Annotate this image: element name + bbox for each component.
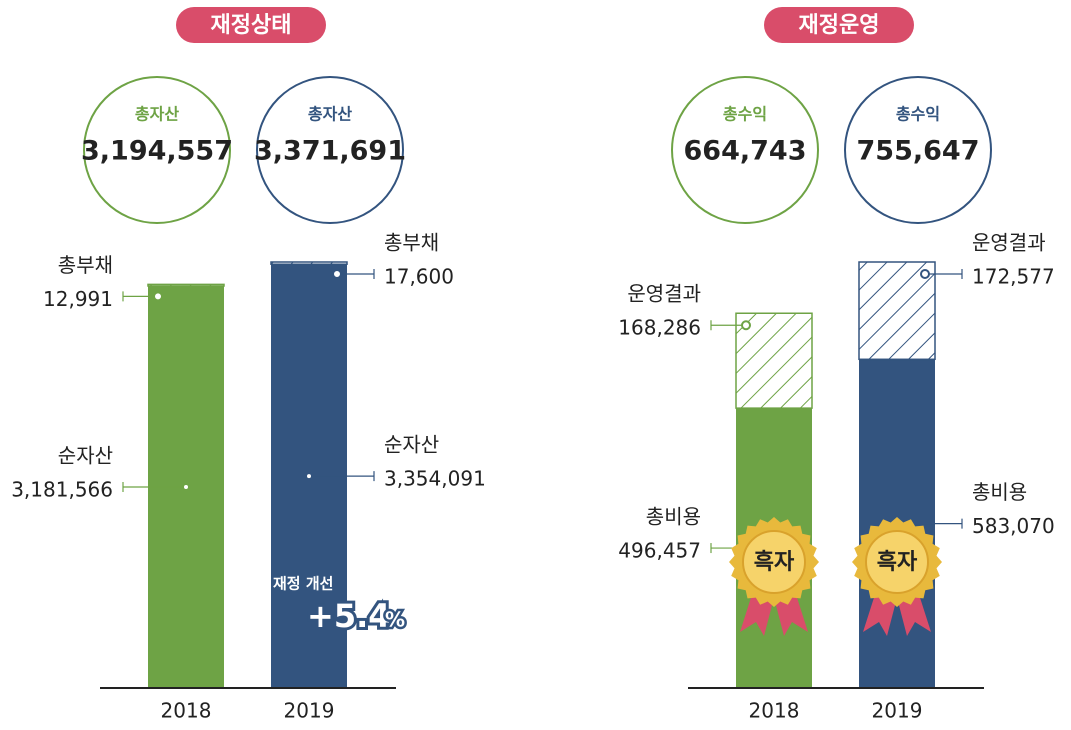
total-value: 3,194,557 (81, 136, 233, 167)
total-label: 총수익 (896, 105, 940, 124)
total-value: 664,743 (684, 136, 807, 167)
total-circle (83, 76, 231, 224)
total-label: 총자산 (308, 105, 352, 124)
total-value: 755,647 (857, 136, 980, 167)
x-tick-label: 2019 (872, 699, 923, 723)
total-label: 총자산 (135, 105, 179, 124)
total-circle (671, 76, 819, 224)
title-pill (176, 7, 326, 43)
section-title: 재정운영 (799, 13, 880, 38)
badge-inner (742, 530, 806, 594)
series-name: 운영결과 (972, 231, 1046, 255)
total-value: 3,371,691 (254, 136, 406, 167)
series-name: 운영결과 (627, 282, 701, 306)
series-value: 583,070 (972, 514, 1055, 538)
series-value: 3,181,566 (11, 478, 113, 502)
series-value: 17,600 (384, 265, 454, 289)
bar-segment-hatched (147, 283, 225, 287)
leader-dot (741, 320, 751, 331)
series-name: 순자산 (384, 433, 439, 457)
series-value: 172,577 (972, 265, 1055, 289)
x-tick-label: 2018 (161, 699, 212, 723)
badge-text: 흑자 (754, 550, 795, 575)
total-label: 총수익 (723, 105, 767, 124)
annotation-value: +5.4 (307, 597, 391, 635)
total-circle (844, 76, 992, 224)
leader-dot (920, 269, 930, 279)
badge-inner (865, 530, 929, 594)
badge: 흑자 (729, 517, 819, 636)
bar-segment-hatched (270, 261, 348, 265)
title-pill (764, 7, 914, 43)
series-name: 총비용 (646, 505, 701, 529)
series-value: 496,457 (618, 539, 701, 563)
series-value: 12,991 (43, 287, 113, 311)
x-tick-label: 2018 (749, 699, 800, 723)
series-name: 총비용 (972, 480, 1027, 504)
series-value: 3,354,091 (384, 467, 486, 491)
x-tick-label: 2019 (284, 699, 335, 723)
series-value: 168,286 (618, 316, 701, 340)
badge-text: 흑자 (877, 550, 918, 575)
leader-dot (153, 291, 163, 302)
series-name: 총부채 (384, 231, 439, 255)
leader-dot (184, 485, 188, 490)
total-circle (256, 76, 404, 224)
section-title: 재정상태 (211, 13, 292, 38)
series-name: 총부채 (58, 253, 113, 277)
leader-dot (307, 474, 311, 479)
leader-dot (332, 269, 342, 279)
annotation-text: 재정 개선 (273, 575, 333, 593)
annotation-unit: % (385, 608, 405, 632)
series-name: 순자산 (58, 444, 113, 468)
badge: 흑자 (852, 517, 942, 636)
